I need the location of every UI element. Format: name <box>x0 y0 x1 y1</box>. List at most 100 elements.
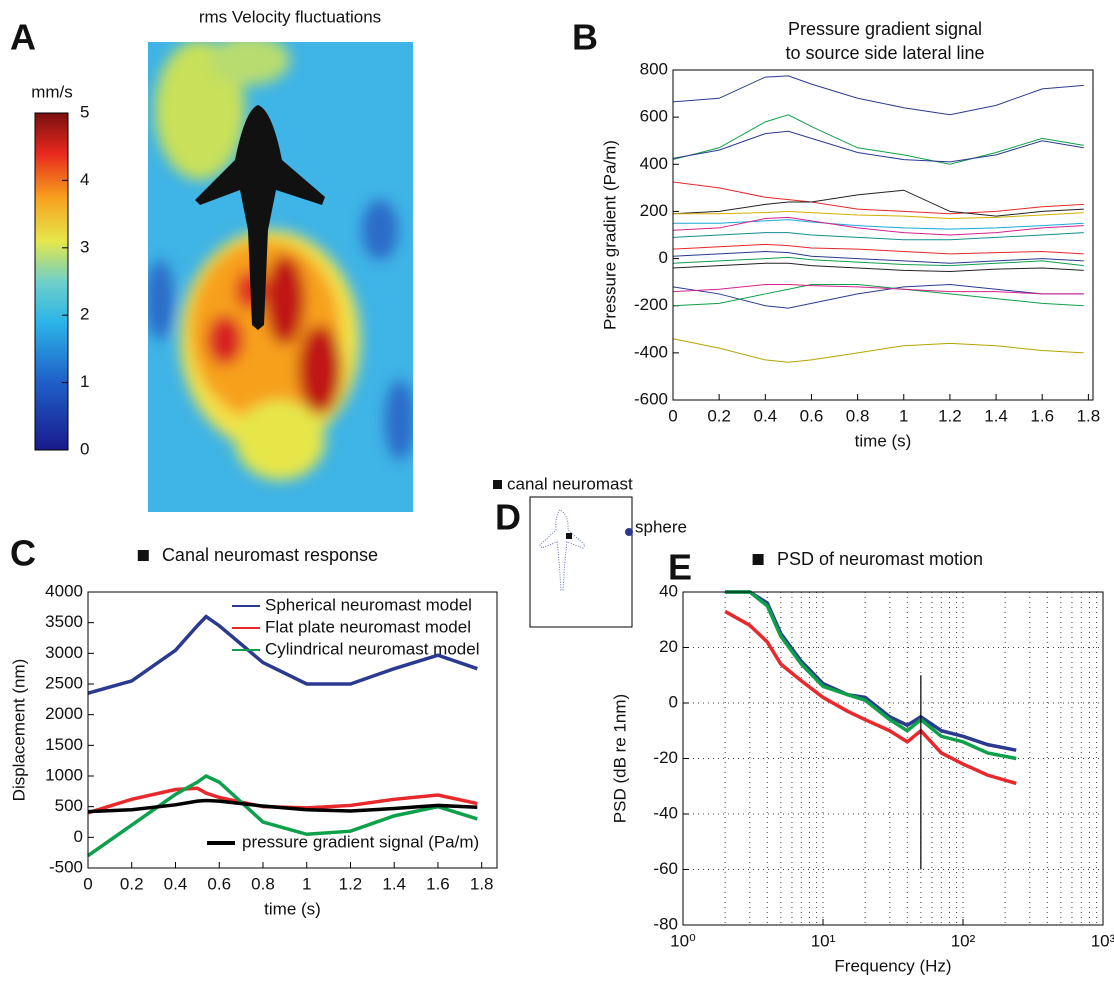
series-line <box>672 75 1084 116</box>
legend-label: pressure gradient signal (Pa/m) <box>242 832 479 851</box>
series-line <box>672 114 1084 165</box>
y-tick-label: -80 <box>653 914 678 933</box>
marker <box>625 528 633 536</box>
series-line <box>673 210 1084 220</box>
title-marker <box>752 554 764 565</box>
x-tick-label: 1.2 <box>339 874 363 893</box>
series-line <box>672 250 1084 264</box>
y-tick-label: 0 <box>669 692 678 711</box>
panel-letter: B <box>572 17 598 58</box>
chart-title: Pressure gradient signal <box>788 19 982 39</box>
chart-title: rms Velocity fluctuations <box>199 7 381 26</box>
y-tick-label: 1000 <box>45 765 83 784</box>
marker <box>493 480 502 489</box>
x-tick-label: 1 <box>899 406 908 425</box>
y-tick-label: 2500 <box>45 673 83 692</box>
chart-title: Canal neuromast response <box>162 545 378 565</box>
series-line <box>672 283 1084 309</box>
x-tick-label: 10¹ <box>811 931 836 950</box>
x-tick-label: 1 <box>302 874 311 893</box>
series-line <box>87 614 478 695</box>
colorbar-tick-label: 5 <box>80 102 89 121</box>
x-tick-label: 0 <box>83 874 92 893</box>
inset-label: canal neuromast <box>507 474 633 493</box>
x-tick-label: 0.2 <box>120 874 144 893</box>
title-marker <box>137 550 149 561</box>
series-line <box>672 243 1084 255</box>
x-tick-label: 1.8 <box>470 874 494 893</box>
y-tick-label: 20 <box>659 637 678 656</box>
x-tick-label: 0.6 <box>800 406 824 425</box>
colorbar <box>34 112 69 451</box>
y-tick-label: 2000 <box>45 704 83 723</box>
x-tick-label: 10² <box>951 931 976 950</box>
colorbar-tick-label: 2 <box>80 305 89 324</box>
y-tick-label: 800 <box>640 59 668 78</box>
colorbar-tick-label: 4 <box>80 170 89 189</box>
series-line <box>672 216 1084 236</box>
series-line <box>672 284 1084 307</box>
panel-letter: E <box>668 547 692 588</box>
legend-label: Spherical neuromast model <box>265 595 472 614</box>
marker <box>566 533 572 539</box>
legend-label: Flat plate neuromast model <box>265 617 471 636</box>
series-line <box>672 232 1084 241</box>
plot-area <box>88 592 497 868</box>
plot-frame <box>87 591 498 869</box>
x-tick-label: 0 <box>668 406 677 425</box>
y-tick-label: -600 <box>634 389 668 408</box>
y-tick-label: 500 <box>55 796 83 815</box>
series-line <box>724 609 1017 786</box>
y-tick-label: 0 <box>74 827 83 846</box>
y-tick-label: 600 <box>640 107 668 126</box>
series-line <box>725 590 1017 761</box>
y-tick-label: 4000 <box>45 581 83 600</box>
series-line <box>672 130 1084 163</box>
chart-title: PSD of neuromast motion <box>777 549 983 569</box>
colorbar-label: mm/s <box>31 82 73 101</box>
y-tick-label: 200 <box>640 201 668 220</box>
y-tick-label: 3500 <box>45 612 83 631</box>
series-line <box>672 256 1084 267</box>
x-tick-label: 1.4 <box>984 406 1008 425</box>
x-tick-label: 0.4 <box>164 874 188 893</box>
y-tick-label: -200 <box>634 295 668 314</box>
panel-letter: C <box>10 533 36 574</box>
y-tick-label: -500 <box>49 857 83 876</box>
y-axis-label: PSD (dB re 1nm) <box>610 694 629 823</box>
x-axis-label: time (s) <box>264 899 321 918</box>
inset-label: sphere <box>635 517 687 536</box>
y-tick-label: 3000 <box>45 643 83 662</box>
series-line <box>672 284 1084 295</box>
colorbar-tick-label: 0 <box>80 439 89 458</box>
y-tick-label: 1500 <box>45 735 83 754</box>
plot-frame <box>672 69 1094 401</box>
panel-letter: A <box>10 17 36 58</box>
inset-frame <box>529 496 633 628</box>
x-axis-label: time (s) <box>855 431 912 450</box>
panel-letter: D <box>495 497 521 538</box>
x-tick-label: 0.8 <box>251 874 275 893</box>
x-tick-label: 1.4 <box>382 874 406 893</box>
heatmap <box>148 42 413 512</box>
x-tick-label: 10⁰ <box>670 931 696 950</box>
series-line <box>672 338 1084 363</box>
plot-area <box>673 70 1093 400</box>
x-tick-label: 0.4 <box>753 406 777 425</box>
y-tick-label: -40 <box>653 803 678 822</box>
series-line <box>672 181 1084 215</box>
y-tick-label: -60 <box>653 859 678 878</box>
series-line <box>87 798 478 814</box>
y-tick-label: -400 <box>634 342 668 361</box>
y-axis-label: Pressure gradient (Pa/m) <box>600 140 619 330</box>
series-line <box>672 262 1084 273</box>
x-tick-label: 1.8 <box>1077 406 1101 425</box>
x-tick-label: 0.6 <box>207 874 231 893</box>
chart-title: to source side lateral line <box>785 43 984 63</box>
legend-label: Cylindrical neuromast model <box>265 639 479 658</box>
plot-frame <box>682 591 1104 926</box>
y-axis-label: Displacement (nm) <box>9 659 28 802</box>
x-tick-label: 0.8 <box>846 406 870 425</box>
x-tick-label: 1.6 <box>1030 406 1054 425</box>
